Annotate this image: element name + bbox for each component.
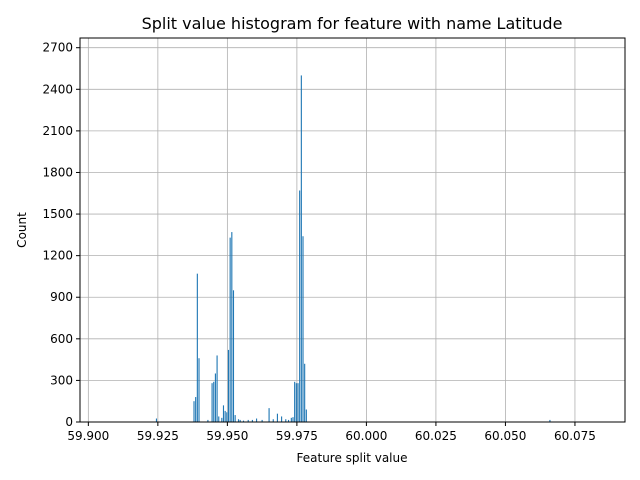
y-tick-label: 1500 [42, 207, 73, 221]
histogram-bar [287, 419, 290, 422]
histogram-bar [302, 236, 304, 422]
histogram-bar [290, 417, 292, 422]
histogram-bar [549, 419, 551, 422]
histogram-bar [218, 416, 220, 422]
y-axis-label: Count [15, 212, 29, 248]
histogram-bar [207, 419, 209, 422]
x-tick-label: 60.050 [484, 429, 526, 443]
histogram-bar [261, 419, 263, 422]
histogram-bar [155, 418, 158, 422]
histogram-bar [281, 416, 283, 422]
y-tick-label: 300 [50, 373, 73, 387]
x-tick-label: 59.975 [276, 429, 318, 443]
x-tick-label: 59.950 [206, 429, 248, 443]
histogram-bar [224, 410, 226, 422]
plot-frame [79, 37, 626, 423]
histogram-bar [295, 383, 297, 422]
x-axis-label: Feature split value [297, 451, 408, 465]
histogram-bar [251, 419, 253, 422]
histogram-bar [234, 415, 236, 422]
histogram-bar [231, 232, 233, 422]
histogram-bar [305, 409, 307, 422]
histogram-bar [222, 405, 225, 422]
y-tick-label: 900 [50, 290, 73, 304]
histogram-bar [227, 349, 230, 422]
histogram-bar [229, 237, 231, 422]
x-tick-label: 59.925 [137, 429, 179, 443]
histogram-bar [239, 419, 241, 422]
bars [155, 75, 551, 423]
histogram-bar [198, 358, 200, 422]
grid-lines [80, 38, 625, 423]
histogram-bar [193, 401, 195, 422]
x-tick-label: 60.075 [554, 429, 596, 443]
y-tick-label: 0 [65, 415, 73, 429]
histogram-bar [294, 381, 296, 422]
histogram-bar [304, 363, 306, 422]
histogram-bar [285, 419, 287, 422]
histogram-bar [299, 190, 301, 422]
y-tick-label: 2400 [42, 82, 73, 96]
histogram-bar [242, 420, 245, 422]
x-tick-label: 60.025 [415, 429, 457, 443]
y-tick-label: 2100 [42, 124, 73, 138]
histogram-bar [214, 373, 216, 422]
histogram-bar [268, 408, 270, 422]
histogram-bar [292, 417, 294, 422]
histogram-bar [272, 419, 274, 422]
histogram-bar [211, 383, 213, 422]
histogram-bar [213, 381, 215, 422]
x-tick-label: 60.000 [345, 429, 387, 443]
chart-title: Split value histogram for feature with n… [142, 14, 563, 33]
histogram-bar [196, 273, 198, 422]
histogram-bar [221, 417, 223, 422]
histogram-bar [256, 418, 258, 422]
histogram-bar [232, 290, 235, 422]
y-tick-label: 600 [50, 332, 73, 346]
y-tick-label: 1200 [42, 249, 73, 263]
histogram-bar [247, 419, 249, 422]
x-axis: 59.900 59.925 59.950 59.975 60.000 60.025 60.0… [67, 422, 596, 443]
histogram-bar [195, 397, 197, 422]
y-tick-label: 1800 [42, 165, 73, 179]
histogram-bar [216, 355, 218, 422]
y-tick-label: 2700 [42, 41, 73, 55]
x-tick-label: 59.900 [67, 429, 109, 443]
histogram-bar [300, 75, 302, 423]
histogram-bar [226, 412, 228, 422]
histogram-bar [297, 383, 299, 422]
histogram-bar [276, 413, 278, 422]
histogram-bar [237, 419, 240, 422]
y-axis: 0 300 600 900 1200 1500 1800 2100 2400 2700 [42, 41, 80, 429]
